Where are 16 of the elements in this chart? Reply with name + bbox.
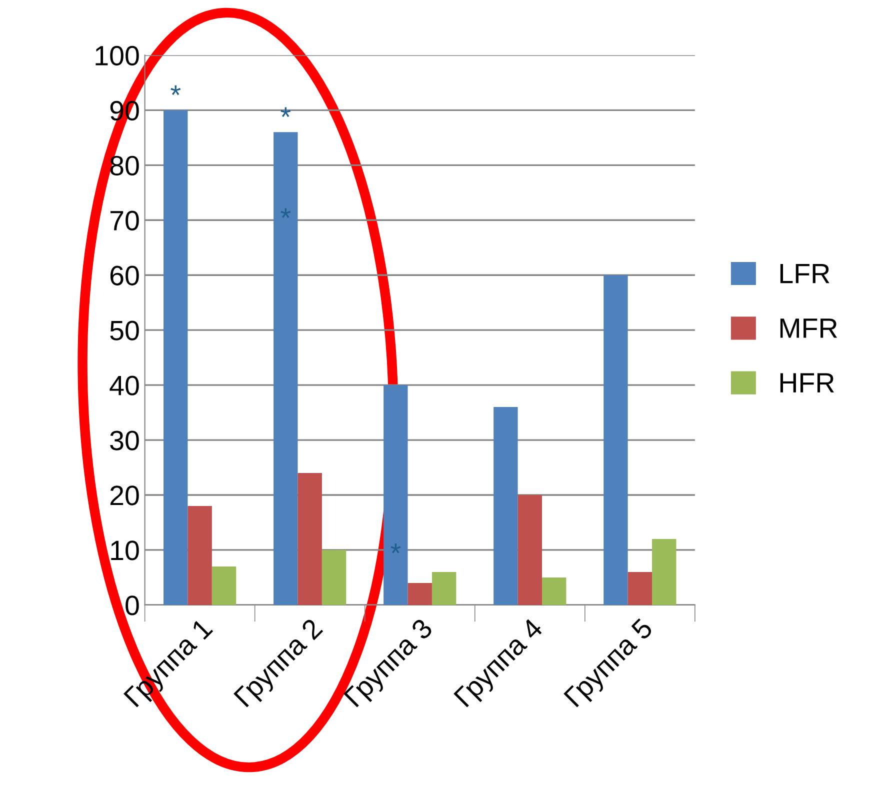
y-tick-label: 20: [110, 486, 139, 506]
y-tick-label: 50: [110, 320, 139, 340]
legend-label: HFR: [780, 373, 834, 392]
y-tick-label: 60: [110, 266, 139, 286]
y-tick-label: 70: [110, 210, 139, 230]
y-tick-label: 30: [110, 430, 139, 450]
legend-label: MFR: [780, 318, 838, 338]
legend-label: LFR: [780, 264, 830, 284]
y-tick-label: 40: [110, 376, 139, 396]
y-tick-label: 100: [96, 46, 139, 66]
annotation: *: [390, 544, 401, 554]
annotation: *: [280, 208, 291, 218]
annotation: *: [170, 85, 181, 96]
y-tick-label: 0: [126, 596, 139, 616]
y-tick-label: 10: [111, 540, 139, 560]
annotation: *: [280, 107, 291, 118]
